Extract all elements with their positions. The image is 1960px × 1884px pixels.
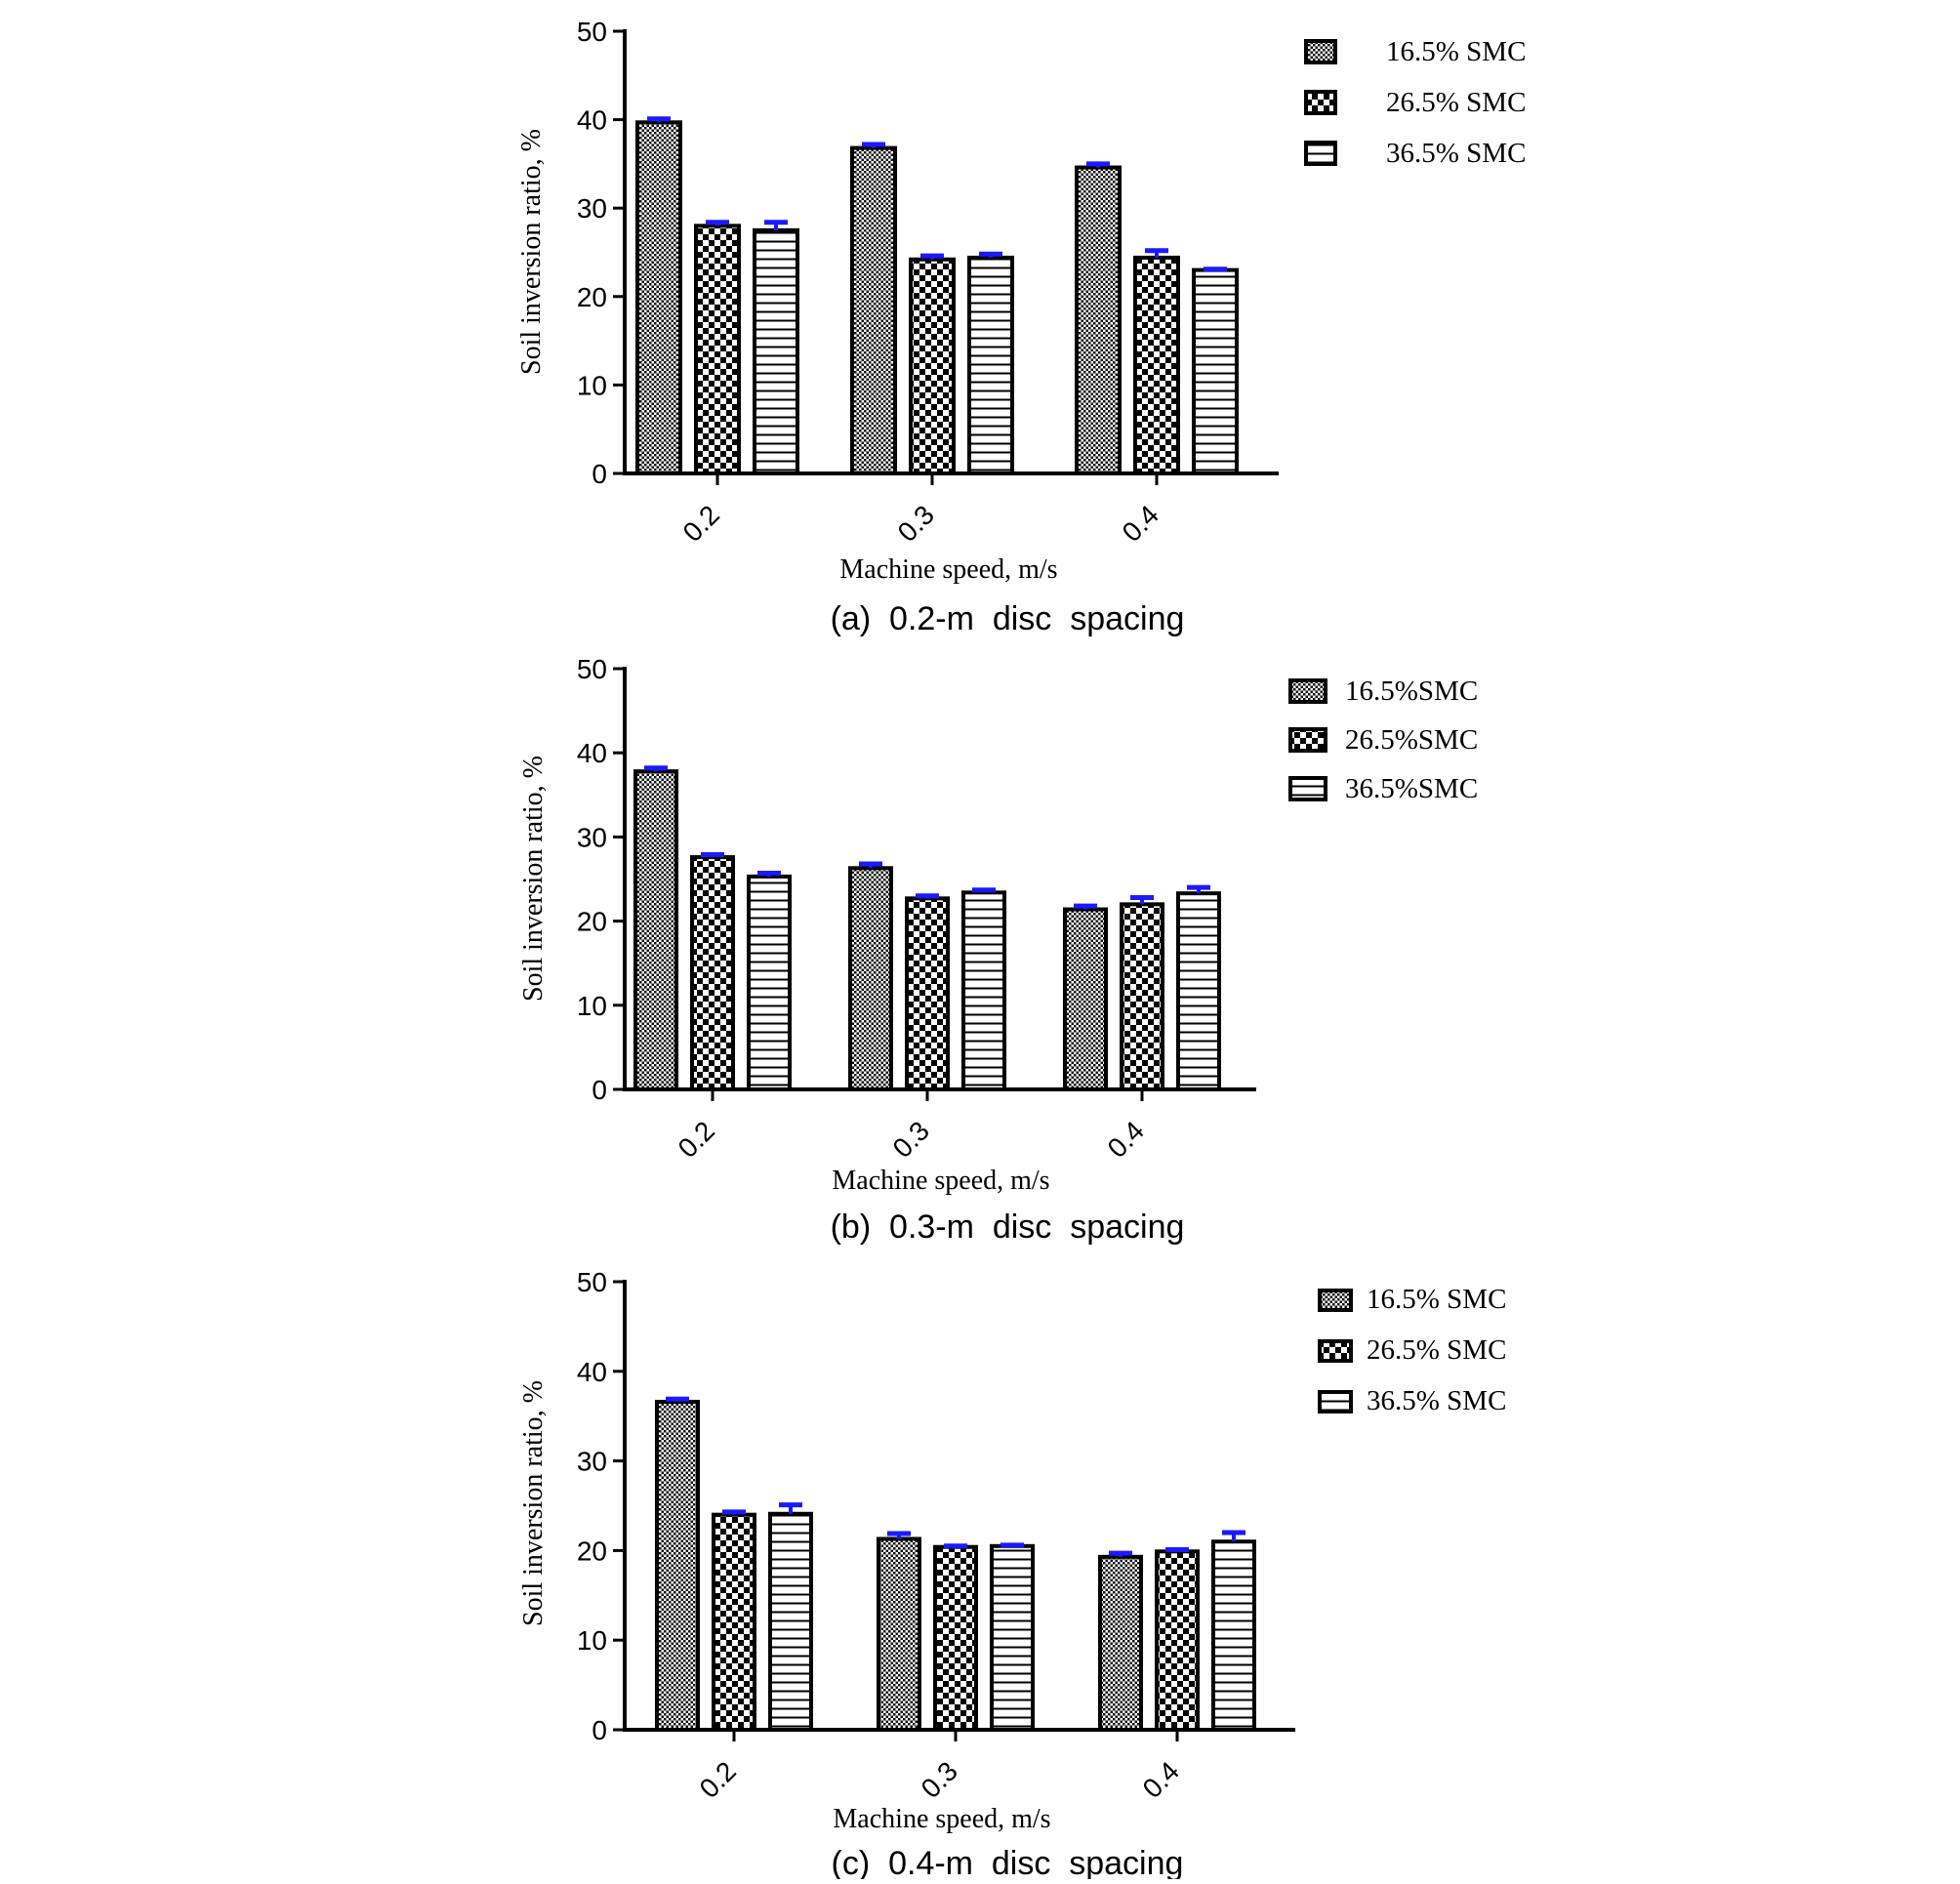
bar	[1075, 165, 1122, 476]
legend-label: 16.5% SMC	[1367, 1284, 1506, 1315]
legend-label: 26.5% SMC	[1367, 1334, 1506, 1366]
x-tick-label: 0.3	[892, 500, 940, 548]
y-tick-label: 20	[577, 282, 607, 312]
bar	[655, 1400, 700, 1732]
bar	[850, 145, 897, 475]
y-tick-label: 50	[577, 17, 607, 47]
y-tick-label: 40	[577, 1357, 607, 1387]
bar	[633, 769, 678, 1091]
x-axis-label-a: Machine speed, m/s	[839, 554, 1057, 585]
x-tick-label: 0.2	[677, 500, 725, 548]
y-tick-label: 10	[577, 1625, 607, 1656]
legend-c: 16.5% SMC 26.5% SMC 36.5% SMC	[1318, 1284, 1506, 1416]
x-tick-label: 0.2	[694, 1756, 742, 1804]
x-tick-label: 0.2	[673, 1116, 720, 1164]
bar	[1120, 902, 1164, 1091]
y-axis-label-c: Soil inversion ratio, %	[518, 1380, 549, 1626]
y-tick-label: 20	[577, 907, 607, 937]
bar	[1176, 891, 1221, 1091]
y-axis-label-a: Soil inversion ratio, %	[516, 129, 547, 375]
legend-swatch	[1304, 39, 1337, 64]
y-tick-label: 30	[577, 822, 607, 852]
legend-swatch	[1318, 1339, 1353, 1363]
x-tick-label: 0.3	[887, 1116, 935, 1164]
y-tick-label: 0	[592, 459, 607, 489]
bar	[848, 866, 893, 1091]
bar	[933, 1544, 978, 1733]
bar	[905, 896, 950, 1091]
bar	[961, 890, 1006, 1091]
legend-swatch	[1288, 776, 1327, 801]
y-tick-label: 10	[577, 370, 607, 400]
y-tick-label: 10	[577, 991, 607, 1021]
chart-panel-c: 0 10 20 30 40 50 0.2 0.3 0.4 16.5% SMC 26.5% SMC 3…	[518, 1267, 1506, 1882]
y-tick-label: 40	[577, 105, 607, 136]
y-tick-label: 50	[577, 1267, 607, 1297]
plot-area-b: 0 10 20 30 40 50 0.2 0.3 0.4	[577, 654, 1256, 1164]
legend-swatch	[1304, 90, 1337, 115]
y-tick-label: 20	[577, 1536, 607, 1566]
y-tick-label: 40	[577, 738, 607, 768]
x-axis-label-b: Machine speed, m/s	[832, 1166, 1049, 1196]
bar	[1063, 907, 1108, 1091]
bar	[747, 874, 792, 1091]
bar	[635, 120, 682, 476]
bar	[990, 1543, 1035, 1733]
legend-label: 16.5% SMC	[1386, 36, 1526, 67]
legend-swatch	[1318, 1390, 1353, 1413]
x-tick-label: 0.4	[1117, 500, 1164, 548]
legend-a: 16.5% SMC 26.5% SMC 36.5% SMC	[1304, 36, 1526, 169]
legend-label: 26.5% SMC	[1386, 87, 1526, 118]
x-tick-label: 0.4	[1137, 1756, 1185, 1804]
y-tick-label: 0	[592, 1075, 607, 1105]
bar	[768, 1511, 813, 1732]
bar	[712, 1512, 756, 1733]
bar	[1155, 1549, 1200, 1732]
bar	[877, 1536, 921, 1732]
bar	[909, 257, 956, 475]
y-tick-label: 30	[577, 193, 607, 224]
legend-swatch	[1288, 727, 1327, 753]
legend-b: 16.5%SMC 26.5%SMC 36.5%SMC	[1288, 676, 1478, 804]
legend-swatch	[1288, 678, 1327, 704]
y-axis-label-b: Soil inversion ratio, %	[518, 756, 549, 1002]
bar	[1211, 1539, 1256, 1732]
legend-label: 26.5%SMC	[1345, 724, 1478, 756]
bar	[753, 227, 799, 475]
x-tick-label: 0.4	[1102, 1116, 1150, 1164]
legend-label: 36.5% SMC	[1367, 1385, 1506, 1416]
y-tick-label: 0	[592, 1715, 607, 1745]
bar	[690, 855, 735, 1092]
y-tick-label: 30	[577, 1447, 607, 1477]
legend-label: 16.5%SMC	[1345, 676, 1478, 707]
legend-label: 36.5% SMC	[1386, 138, 1526, 169]
x-tick-label: 0.3	[916, 1756, 963, 1804]
bar	[1098, 1554, 1143, 1733]
caption-c: (c) 0.4-m disc spacing	[832, 1845, 1184, 1879]
bar	[1192, 267, 1239, 475]
bar	[1133, 255, 1180, 475]
x-axis-label-c: Machine speed, m/s	[833, 1804, 1050, 1834]
y-tick-label: 50	[577, 654, 607, 684]
bar	[694, 224, 741, 475]
legend-swatch	[1304, 141, 1337, 166]
chart-panel-a: 0 10 20 30 40 50 0.2 0.3 0.4 16.5% SMC 26.5% SMC 3…	[516, 17, 1526, 637]
legend-swatch	[1318, 1289, 1353, 1312]
bar	[967, 255, 1014, 475]
legend-label: 36.5%SMC	[1345, 773, 1478, 804]
caption-b: (b) 0.3-m disc spacing	[831, 1208, 1185, 1246]
caption-a: (a) 0.2-m disc spacing	[831, 600, 1185, 637]
plot-area-a: 0 10 20 30 40 50 0.2 0.3 0.4	[577, 17, 1279, 548]
chart-panel-b: 0 10 20 30 40 50 0.2 0.3 0.4 16.5%SMC 26.5%SMC 36.…	[518, 654, 1478, 1246]
plot-area-c: 0 10 20 30 40 50 0.2 0.3 0.4	[577, 1267, 1295, 1804]
